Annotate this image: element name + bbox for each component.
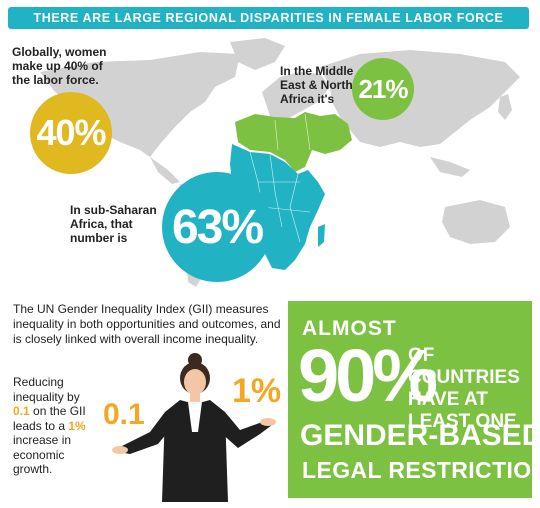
greenland-shape [230, 38, 285, 70]
almost-label: ALMOST [302, 317, 397, 340]
businesswoman-illustration [112, 353, 276, 502]
australia-shape [442, 200, 510, 244]
global-value: 40% [36, 112, 106, 153]
europe-shape [262, 72, 330, 120]
global-text: Globally, women make up 40% of the labor… [12, 45, 107, 87]
reducing-part1: Reducing inequality by [13, 375, 80, 404]
reducing-value1: 0.1 [13, 404, 30, 418]
ssa-region [230, 144, 325, 270]
mena-region [235, 112, 352, 172]
ninety-percent-value: 90% [298, 334, 438, 417]
countries-line1: OF COUNTRIES [408, 345, 520, 388]
madagascar-shape [318, 224, 325, 247]
central-america-shape [150, 157, 180, 184]
ssa-value: 63% [171, 200, 264, 254]
ssa-text: In sub-Saharan Africa, that number is [70, 203, 157, 245]
mena-value: 21% [358, 73, 408, 104]
reducing-text: Reducing inequality by 0.1 on the GII le… [13, 375, 95, 477]
gender-based-label: GENDER-BASED [300, 419, 540, 452]
countries-line3: LEAST ONE [408, 411, 517, 432]
reducing-part2: on the GII leads to a [13, 404, 86, 433]
countries-text: OF COUNTRIES HAVE AT LEAST ONE [408, 345, 532, 433]
mena-text: In the Middle East & North Africa it's [280, 64, 354, 106]
global-circle: 40% [30, 92, 112, 174]
scale-right-label: 1% [232, 372, 282, 410]
restriction-box: ALMOST 90% OF COUNTRIES HAVE AT LEAST ON… [288, 301, 540, 498]
countries-line2: HAVE AT [408, 389, 488, 410]
banner-title: THERE ARE LARGE REGIONAL DISPARITIES IN … [8, 7, 529, 47]
scale-left-label: 0.1 [103, 398, 145, 431]
ssa-circle: 63% [162, 172, 272, 282]
japan-shape [498, 94, 512, 120]
legal-restriction-label: LEGAL RESTRICTION [302, 457, 540, 483]
gii-paragraph: The UN Gender Inequality Index (GII) mea… [13, 302, 281, 346]
reducing-part3: increase in economic growth. [13, 433, 72, 476]
mena-circle: 21% [352, 58, 414, 120]
se-asia-shape [430, 157, 470, 177]
north-america-shape [40, 52, 240, 157]
reducing-value2: 1% [68, 418, 86, 433]
